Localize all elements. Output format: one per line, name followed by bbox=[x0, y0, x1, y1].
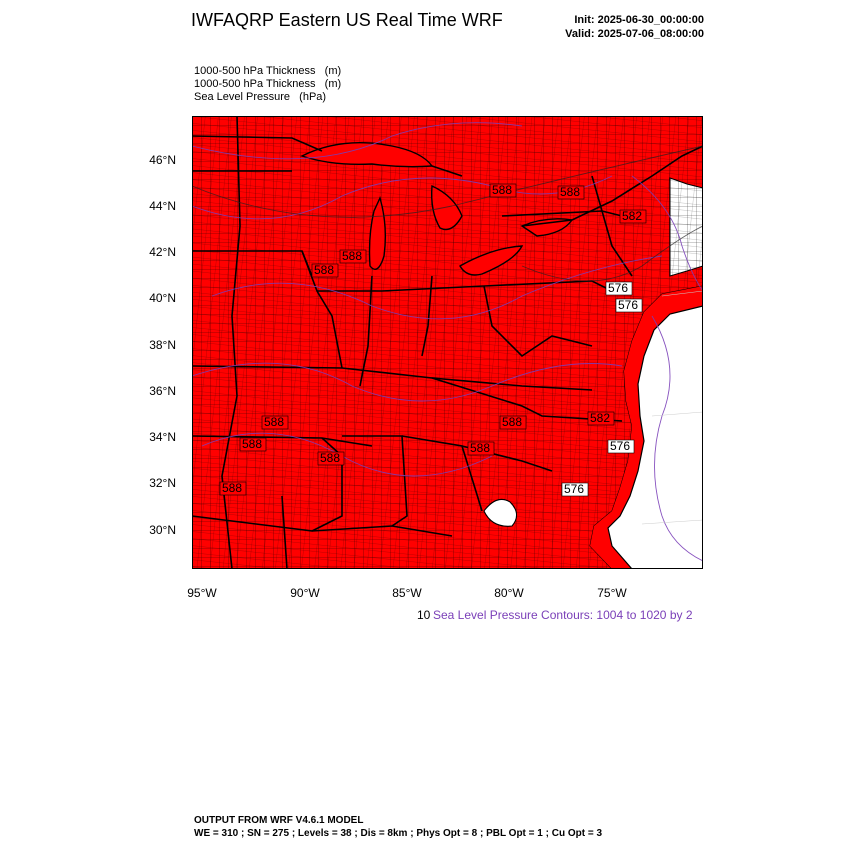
lon-label: 90°W bbox=[290, 586, 320, 600]
thickness-label: 588 bbox=[242, 437, 262, 451]
thickness-label: 588 bbox=[470, 441, 490, 455]
thickness-label: 588 bbox=[502, 415, 522, 429]
thickness-label: 576 bbox=[610, 439, 630, 453]
model-info-line-1: OUTPUT FROM WRF V4.6.1 MODEL bbox=[194, 815, 364, 826]
lake-huron bbox=[430, 184, 463, 231]
lon-label: 85°W bbox=[392, 586, 422, 600]
contour-labels: 588 588 588 588 582 576 576 576 576 588 … bbox=[219, 183, 647, 497]
lat-label: 34°N bbox=[149, 430, 176, 444]
thickness-label: 576 bbox=[608, 281, 628, 295]
graticule bbox=[641, 290, 703, 525]
contour-note-prefix: 10 bbox=[417, 608, 431, 622]
field-label-thickness-2: 1000-500 hPa Thickness (m) bbox=[194, 78, 342, 90]
thickness-label: 576 bbox=[564, 482, 584, 496]
lat-label: 44°N bbox=[149, 199, 176, 213]
slp-contour-note: Sea Level Pressure Contours: 1004 to 102… bbox=[433, 608, 693, 622]
thickness-label: 588 bbox=[342, 249, 362, 263]
lat-label: 38°N bbox=[149, 338, 176, 352]
lat-label: 36°N bbox=[149, 384, 176, 398]
thickness-label: 582 bbox=[590, 411, 610, 425]
init-time: Init: 2025-06-30_00:00:00 bbox=[574, 14, 704, 26]
map-canvas: 588 588 588 588 582 576 576 576 576 588 … bbox=[192, 116, 703, 569]
plot-title: IWFAQRP Eastern US Real Time WRF bbox=[191, 10, 503, 30]
lat-label: 46°N bbox=[149, 153, 176, 167]
lake-superior bbox=[300, 142, 434, 168]
lon-label: 95°W bbox=[187, 586, 217, 600]
thickness-label: 588 bbox=[320, 451, 340, 465]
lat-label: 40°N bbox=[149, 291, 176, 305]
lon-label: 80°W bbox=[494, 586, 524, 600]
lake-erie bbox=[459, 245, 524, 276]
thickness-label: 588 bbox=[560, 185, 580, 199]
map-panel: 588 588 588 588 582 576 576 576 576 588 … bbox=[192, 116, 703, 569]
thickness-label: 576 bbox=[618, 298, 638, 312]
lat-label: 30°N bbox=[149, 523, 176, 537]
thickness-label: 588 bbox=[492, 183, 512, 197]
map-frame bbox=[192, 116, 703, 569]
thickness-label: 588 bbox=[222, 481, 242, 495]
canada-border bbox=[192, 135, 703, 227]
lat-label: 32°N bbox=[149, 476, 176, 490]
lon-label: 75°W bbox=[597, 586, 627, 600]
valid-time: Valid: 2025-07-06_08:00:00 bbox=[565, 28, 704, 40]
thickness-label: 582 bbox=[622, 209, 642, 223]
thickness-label: 588 bbox=[314, 263, 334, 277]
field-label-slp: Sea Level Pressure (hPa) bbox=[194, 91, 327, 103]
model-info-line-2: WE = 310 ; SN = 275 ; Levels = 38 ; Dis … bbox=[194, 828, 603, 839]
thickness-label: 588 bbox=[264, 415, 284, 429]
county-lines-2 bbox=[192, 116, 703, 569]
lat-label: 42°N bbox=[149, 245, 176, 259]
field-label-thickness-1: 1000-500 hPa Thickness (m) bbox=[194, 65, 342, 77]
slp-contours bbox=[192, 122, 703, 562]
thickness-contours bbox=[192, 145, 703, 282]
